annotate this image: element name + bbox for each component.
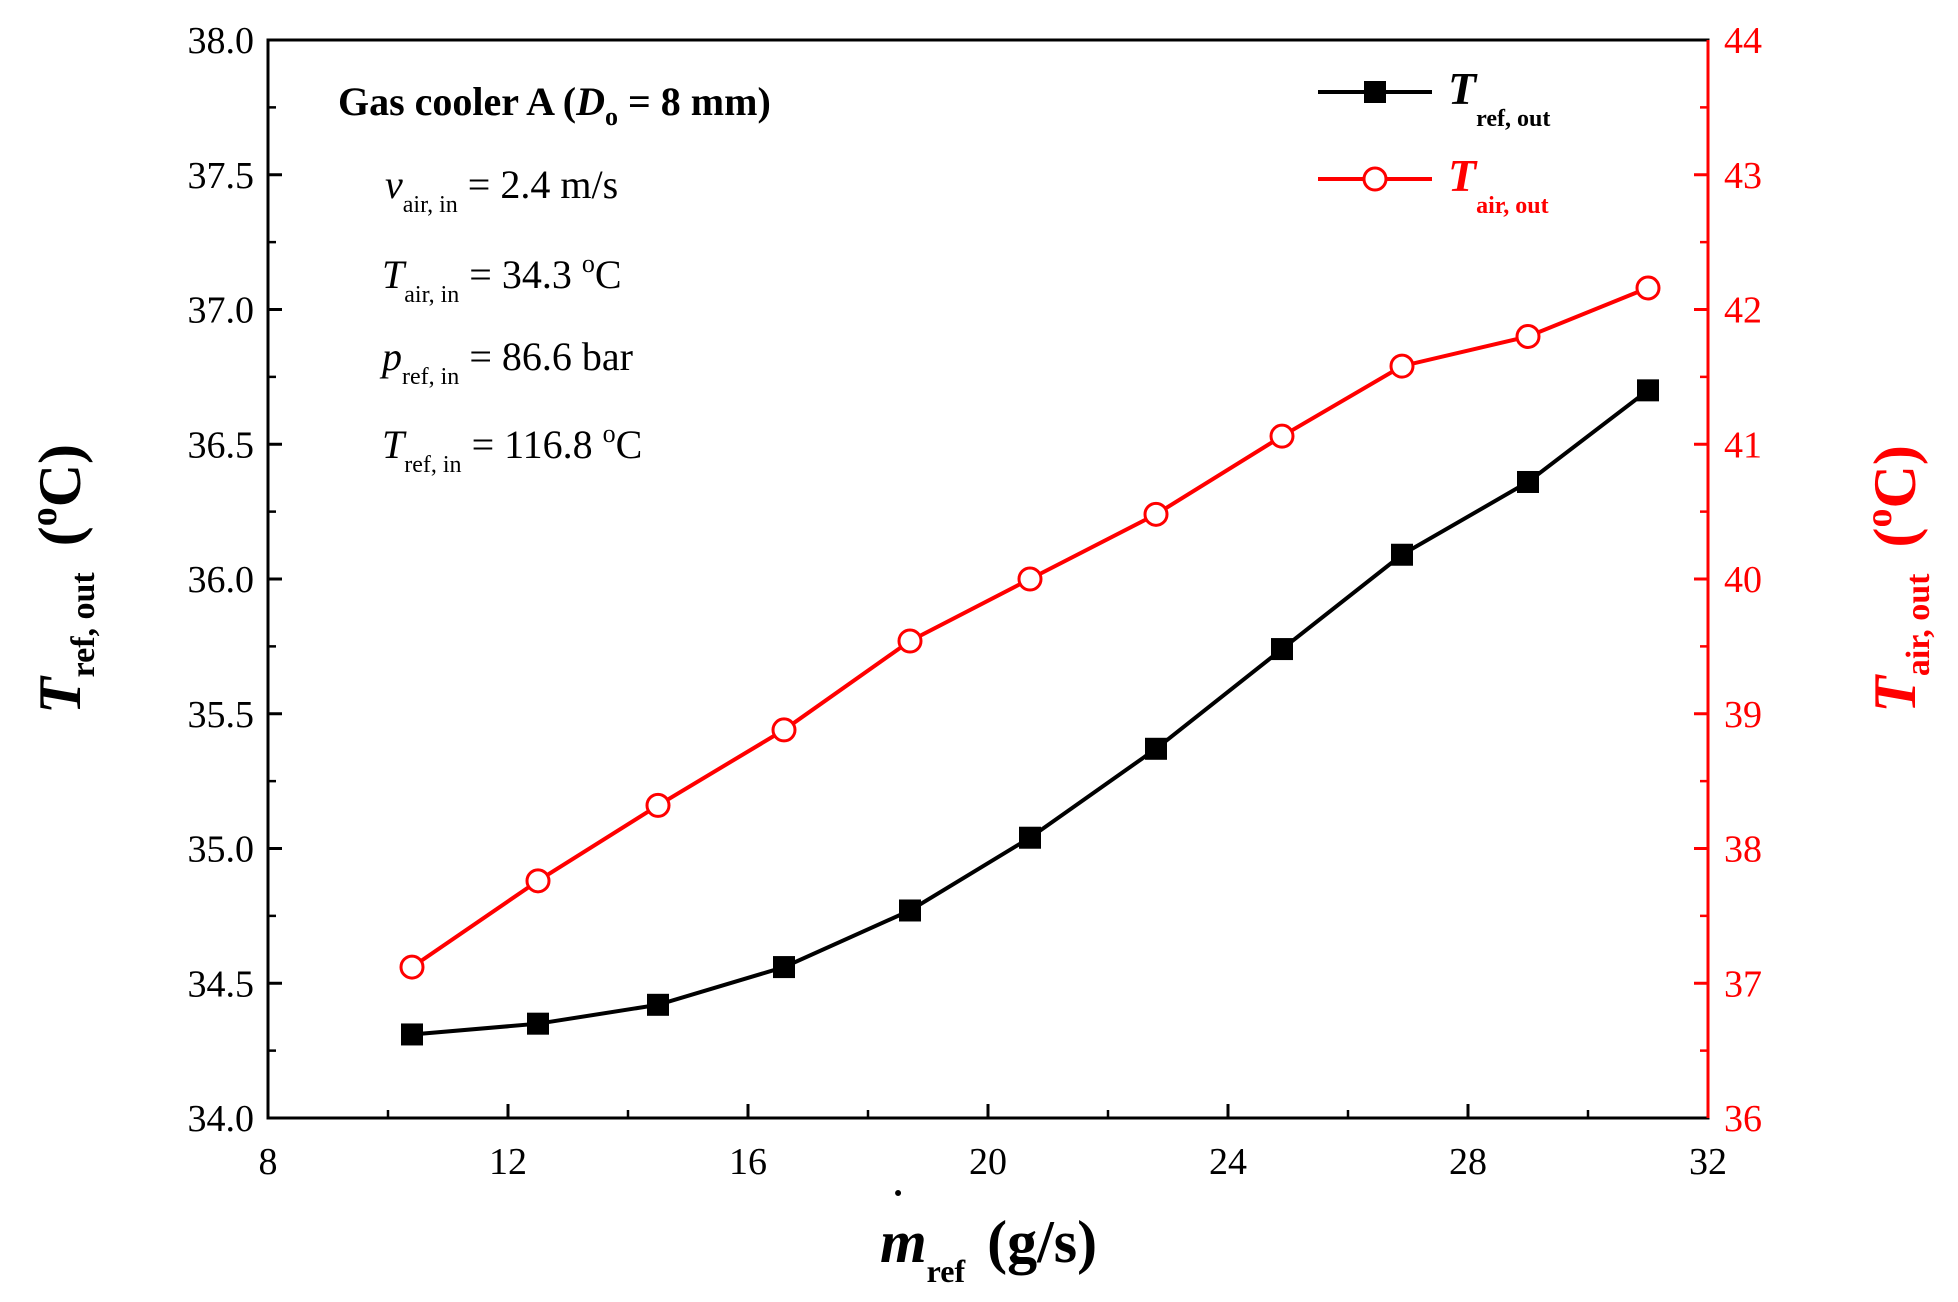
right-y-axis: 36 37 38 39 40 41 42 43 44 [1694, 20, 1762, 1140]
data-point-ref [1271, 638, 1293, 661]
left-y-tick-label: 36.0 [188, 559, 255, 601]
right-y-tick-label: 42 [1724, 290, 1762, 332]
legend-label-air: Tair, out [1448, 150, 1549, 219]
x-tick-label: 24 [1209, 1141, 1247, 1183]
legend-marker-circle [1362, 166, 1388, 192]
data-point-air [1515, 323, 1541, 349]
data-point-ref [1391, 543, 1413, 566]
left-y-tick-label: 38.0 [188, 20, 255, 62]
annotation-block: Gas cooler A (Do = 8 mm) vair, in = 2.4 … [338, 79, 771, 478]
left-y-axis-title: Tref, out(oC) [23, 444, 102, 714]
data-point-air [525, 868, 551, 894]
data-point-air [399, 954, 425, 980]
x-tick-label: 12 [489, 1141, 527, 1183]
x-tick-label: 28 [1449, 1141, 1487, 1183]
x-axis-title-text: mref (g/s) [880, 1209, 1097, 1289]
right-y-tick-label: 44 [1724, 20, 1762, 62]
x-axis-title: ˙ mref (g/s) [880, 1182, 1097, 1289]
data-point-air [1017, 566, 1043, 592]
right-y-tick-label: 40 [1724, 559, 1762, 601]
legend-label-ref: Tref, out [1448, 63, 1550, 132]
right-y-tick-label: 39 [1724, 694, 1762, 736]
left-y-tick-label: 34.5 [188, 963, 255, 1005]
right-y-tick-label: 41 [1724, 424, 1762, 466]
data-point-air [1389, 353, 1415, 379]
annotation-title: Gas cooler A (Do = 8 mm) [338, 79, 771, 131]
data-point-ref [1637, 379, 1659, 402]
x-tick-label: 16 [729, 1141, 767, 1183]
data-point-ref [1517, 470, 1539, 493]
x-axis: 8 12 16 20 24 28 32 [259, 1104, 1727, 1183]
right-y-axis-title-text: Tair, out(oC) [1858, 445, 1937, 713]
data-point-ref [1145, 737, 1167, 760]
data-point-air [897, 628, 923, 654]
left-y-tick-label: 36.5 [188, 424, 255, 466]
annotation-line-1: vair, in = 2.4 m/s [385, 162, 618, 218]
data-point-ref [647, 993, 669, 1016]
data-point-air [1635, 275, 1661, 301]
legend-marker-square [1364, 81, 1386, 103]
series-layer [399, 275, 1661, 1046]
data-point-air [1143, 501, 1169, 527]
data-point-air [645, 792, 671, 818]
left-y-tick-label: 34.0 [188, 1098, 255, 1140]
data-point-air [1269, 423, 1295, 449]
right-y-tick-label: 37 [1724, 963, 1762, 1005]
legend: Tref, out Tair, out [1318, 63, 1550, 219]
x-tick-label: 8 [259, 1141, 278, 1183]
annotation-line-4: Tref, in = 116.8 oC [382, 419, 642, 478]
data-point-ref [401, 1023, 423, 1046]
annotation-line-2: Tair, in = 34.3 oC [382, 249, 622, 308]
series-line-0 [411, 388, 1650, 1037]
right-y-tick-label: 38 [1724, 829, 1762, 871]
x-tick-label: 20 [969, 1141, 1007, 1183]
annotation-line-3: pref, in = 86.6 bar [379, 334, 633, 390]
x-axis-dot: ˙ [891, 1182, 904, 1227]
data-point-ref [527, 1012, 549, 1035]
data-point-ref [773, 956, 795, 979]
left-y-tick-label: 37.5 [188, 155, 255, 197]
right-y-tick-label: 36 [1724, 1098, 1762, 1140]
left-y-tick-label: 37.0 [188, 290, 255, 332]
right-y-axis-title: Tair, out(oC) [1858, 445, 1937, 713]
left-y-axis: 34.0 34.5 35.0 35.5 36.0 36.5 37.0 37.5 38.0 [188, 20, 282, 1140]
right-y-tick-label: 43 [1724, 155, 1762, 197]
x-tick-label: 32 [1689, 1141, 1727, 1183]
data-point-ref [1019, 826, 1041, 849]
data-point-air [771, 717, 797, 743]
left-y-tick-label: 35.5 [188, 694, 255, 736]
series-line-1 [410, 286, 1649, 969]
data-point-ref [899, 899, 921, 922]
left-y-tick-label: 35.0 [188, 829, 255, 871]
left-y-axis-title-text: Tref, out(oC) [23, 444, 102, 714]
